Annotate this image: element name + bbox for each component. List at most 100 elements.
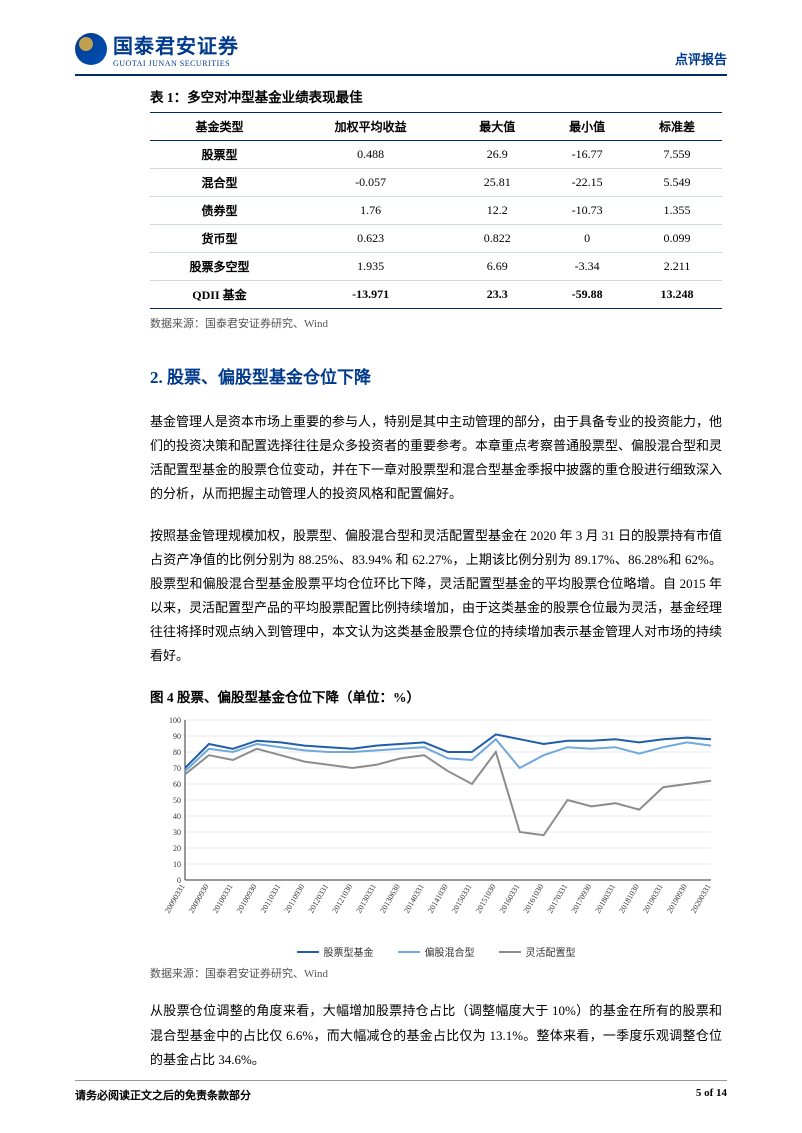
svg-text:20190331: 20190331 xyxy=(641,883,665,915)
table-header-cell: 最小值 xyxy=(542,113,632,141)
chart4-title: 图 4 股票、偏股型基金仓位下降（单位：%） xyxy=(150,686,722,706)
table-row: 股票型0.48826.9-16.777.559 xyxy=(150,141,722,169)
table-cell: 23.3 xyxy=(452,281,542,309)
paragraph-2: 按照基金管理规模加权，股票型、偏股混合型和灵活配置型基金在 2020 年 3 月… xyxy=(150,524,722,668)
table-cell: 股票型 xyxy=(150,141,289,169)
table-cell: 0.099 xyxy=(632,225,722,253)
svg-text:20150331: 20150331 xyxy=(450,883,474,915)
svg-text:20090930: 20090930 xyxy=(187,883,211,915)
table-cell: 7.559 xyxy=(632,141,722,169)
section2-title: 2. 股票、偏股型基金仓位下降 xyxy=(150,363,722,388)
legend-item: 灵活配置型 xyxy=(499,944,576,959)
svg-text:100: 100 xyxy=(169,716,181,725)
chart4-svg: 0102030405060708090100200903312009093020… xyxy=(150,712,722,942)
table-cell: 12.2 xyxy=(452,197,542,225)
svg-text:20: 20 xyxy=(173,844,181,853)
table-cell: -13.971 xyxy=(289,281,452,309)
svg-text:20190930: 20190930 xyxy=(665,883,689,915)
svg-text:20121030: 20121030 xyxy=(330,883,354,915)
svg-text:20160331: 20160331 xyxy=(498,883,522,915)
svg-text:20120331: 20120331 xyxy=(306,883,330,915)
svg-text:20090331: 20090331 xyxy=(163,883,187,915)
svg-text:20170331: 20170331 xyxy=(545,883,569,915)
svg-text:20151030: 20151030 xyxy=(474,883,498,915)
table-row: 混合型-0.05725.81-22.155.549 xyxy=(150,169,722,197)
table-cell: 1.76 xyxy=(289,197,452,225)
legend-label: 股票型基金 xyxy=(324,944,374,959)
table-cell: 26.9 xyxy=(452,141,542,169)
table-header-cell: 加权平均收益 xyxy=(289,113,452,141)
table-cell: -0.057 xyxy=(289,169,452,197)
svg-text:40: 40 xyxy=(173,812,181,821)
brand-name-cn: 国泰君安证券 xyxy=(113,30,239,59)
svg-text:20170930: 20170930 xyxy=(569,883,593,915)
svg-text:20140331: 20140331 xyxy=(402,883,426,915)
svg-text:50: 50 xyxy=(173,796,181,805)
svg-text:20110930: 20110930 xyxy=(283,883,307,915)
footer-disclaimer: 请务必阅读正文之后的免责条款部分 xyxy=(75,1087,251,1103)
legend-label: 偏股混合型 xyxy=(425,944,475,959)
paragraph-3: 从股票仓位调整的角度来看，大幅增加股票持仓占比（调整幅度大于 10%）的基金在所… xyxy=(150,999,722,1071)
chart4-source: 数据来源：国泰君安证券研究、Wind xyxy=(150,965,722,981)
page-header: 国泰君安证券 GUOTAI JUNAN SECURITIES 点评报告 xyxy=(75,30,727,76)
svg-text:20161030: 20161030 xyxy=(522,883,546,915)
table-cell: 债券型 xyxy=(150,197,289,225)
table-cell: QDII 基金 xyxy=(150,281,289,309)
svg-text:30: 30 xyxy=(173,828,181,837)
table-cell: 0.822 xyxy=(452,225,542,253)
svg-text:70: 70 xyxy=(173,764,181,773)
svg-text:20130630: 20130630 xyxy=(378,883,402,915)
svg-text:90: 90 xyxy=(173,732,181,741)
svg-text:20100331: 20100331 xyxy=(211,883,235,915)
svg-text:20110331: 20110331 xyxy=(259,883,283,915)
table-cell: -59.88 xyxy=(542,281,632,309)
table-cell: 2.211 xyxy=(632,253,722,281)
table-cell: 5.549 xyxy=(632,169,722,197)
brand-logo: 国泰君安证券 GUOTAI JUNAN SECURITIES xyxy=(75,30,239,68)
svg-text:20130331: 20130331 xyxy=(354,883,378,915)
performance-table: 基金类型加权平均收益最大值最小值标准差 股票型0.48826.9-16.777.… xyxy=(150,112,722,309)
table-header-cell: 标准差 xyxy=(632,113,722,141)
legend-item: 偏股混合型 xyxy=(398,944,475,959)
chart4-container: 0102030405060708090100200903312009093020… xyxy=(150,712,722,942)
svg-text:20180331: 20180331 xyxy=(593,883,617,915)
footer-pager: 5 of 14 xyxy=(696,1087,727,1103)
table-cell: 6.69 xyxy=(452,253,542,281)
table-cell: -10.73 xyxy=(542,197,632,225)
table-cell: 0.623 xyxy=(289,225,452,253)
table-row: 货币型0.6230.82200.099 xyxy=(150,225,722,253)
legend-item: 股票型基金 xyxy=(297,944,374,959)
legend-label: 灵活配置型 xyxy=(526,944,576,959)
content-area: 表 1：多空对冲型基金业绩表现最佳 基金类型加权平均收益最大值最小值标准差 股票… xyxy=(150,86,722,1090)
table-cell: 1.935 xyxy=(289,253,452,281)
logo-mark-icon xyxy=(75,33,107,65)
table-cell: 25.81 xyxy=(452,169,542,197)
table-header-cell: 最大值 xyxy=(452,113,542,141)
table-cell: 混合型 xyxy=(150,169,289,197)
table-header-cell: 基金类型 xyxy=(150,113,289,141)
table-cell: 股票多空型 xyxy=(150,253,289,281)
report-type-label: 点评报告 xyxy=(675,49,727,68)
svg-text:20100930: 20100930 xyxy=(235,883,259,915)
svg-text:10: 10 xyxy=(173,860,181,869)
legend-swatch xyxy=(398,951,420,953)
svg-text:60: 60 xyxy=(173,780,181,789)
svg-text:80: 80 xyxy=(173,748,181,757)
table-cell: -22.15 xyxy=(542,169,632,197)
brand-name-en: GUOTAI JUNAN SECURITIES xyxy=(113,59,239,68)
table-cell: 0.488 xyxy=(289,141,452,169)
chart4-legend: 股票型基金 偏股混合型 灵活配置型 xyxy=(150,944,722,959)
table-cell: 货币型 xyxy=(150,225,289,253)
table-row: 债券型1.7612.2-10.731.355 xyxy=(150,197,722,225)
table-cell: 1.355 xyxy=(632,197,722,225)
svg-text:20181030: 20181030 xyxy=(617,883,641,915)
svg-text:20200331: 20200331 xyxy=(689,883,713,915)
table-row: QDII 基金-13.97123.3-59.8813.248 xyxy=(150,281,722,309)
legend-swatch xyxy=(499,951,521,953)
paragraph-1: 基金管理人是资本市场上重要的参与人，特别是其中主动管理的部分，由于具备专业的投资… xyxy=(150,410,722,506)
table-row: 股票多空型1.9356.69-3.342.211 xyxy=(150,253,722,281)
table-cell: 13.248 xyxy=(632,281,722,309)
table-cell: 0 xyxy=(542,225,632,253)
table1-title: 表 1：多空对冲型基金业绩表现最佳 xyxy=(150,86,722,106)
table1-source: 数据来源：国泰君安证券研究、Wind xyxy=(150,315,722,331)
